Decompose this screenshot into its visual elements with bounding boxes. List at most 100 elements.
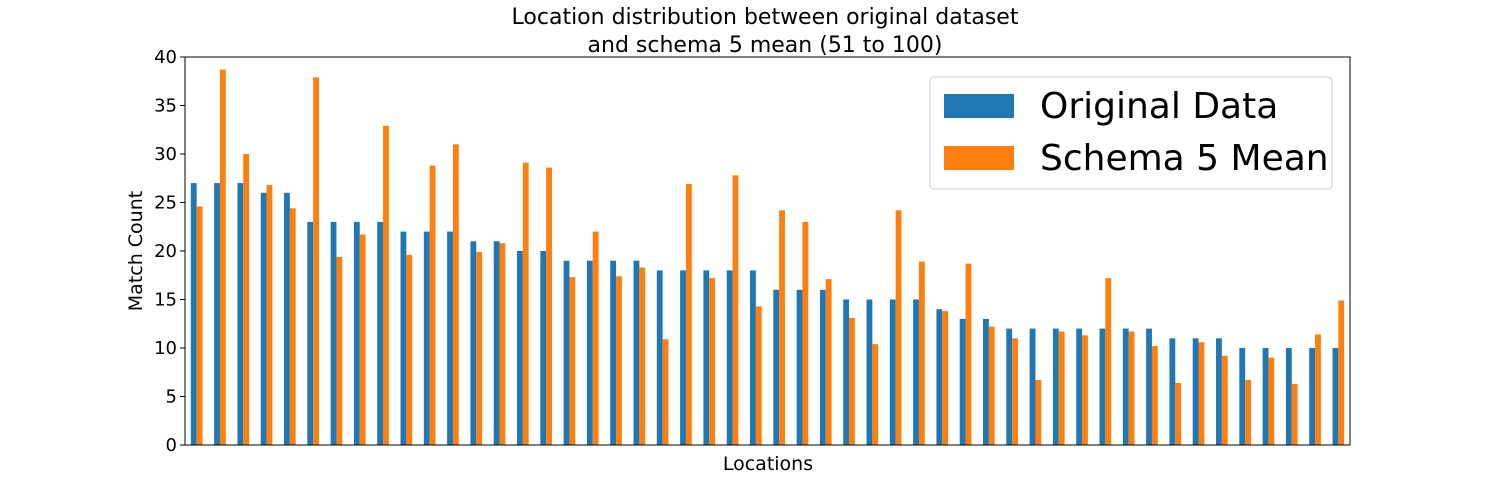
- bar-schema-42: [1151, 346, 1158, 445]
- bar-original-17: [563, 260, 570, 445]
- bar-schema-41: [1128, 331, 1135, 445]
- bar-original-15: [517, 251, 523, 445]
- bar-schema-28: [825, 279, 832, 445]
- bar-original-45: [1216, 338, 1222, 445]
- bar-original-42: [1146, 328, 1152, 445]
- bar-schema-26: [779, 210, 785, 445]
- bar-original-35: [983, 318, 989, 445]
- y-tick-label-15: 15: [154, 290, 177, 311]
- bar-schema-6: [313, 77, 319, 446]
- bar-original-26: [773, 289, 780, 445]
- bar-schema-21: [662, 339, 669, 445]
- bar-original-29: [843, 299, 850, 445]
- plot-frame: [184, 56, 1351, 446]
- bar-schema-24: [732, 175, 739, 445]
- bar-original-22: [680, 270, 686, 445]
- y-axis-ticks: 0 5 10 15 20 25 30 35 40: [154, 47, 185, 456]
- bar-schema-30: [872, 344, 879, 445]
- bar-original-12: [447, 231, 453, 445]
- bar-original-50: [1332, 348, 1339, 445]
- bar-original-9: [377, 221, 384, 445]
- bar-original-40: [1099, 328, 1106, 445]
- legend-swatch-original: [944, 94, 1014, 118]
- chart-title-line-2: and schema 5 mean (51 to 100): [588, 33, 943, 58]
- legend-swatch-schema: [944, 146, 1014, 170]
- bar-original-19: [610, 260, 617, 445]
- bar-original-48: [1285, 348, 1292, 445]
- bar-schema-35: [988, 326, 995, 445]
- bar-original-13: [470, 241, 477, 445]
- bar-schema-29: [849, 317, 855, 445]
- bar-original-3: [237, 183, 244, 445]
- legend: Original Data Schema 5 Mean: [929, 76, 1333, 190]
- bar-original-4: [260, 192, 267, 445]
- bar-original-37: [1029, 328, 1036, 445]
- bar-original-16: [540, 251, 547, 445]
- bar-schema-2: [219, 69, 226, 446]
- y-axis-label: Match Count: [125, 191, 147, 311]
- bar-original-2: [214, 183, 220, 445]
- bar-original-36: [1006, 328, 1013, 445]
- bar-original-25: [750, 270, 756, 445]
- y-tick-label-5: 5: [166, 387, 177, 408]
- bar-schema-34: [965, 263, 972, 445]
- bar-original-31: [889, 299, 896, 445]
- bar-schema-48: [1291, 383, 1298, 445]
- bar-schema-1: [196, 206, 203, 445]
- bar-original-34: [959, 318, 966, 445]
- bar-original-38: [1052, 328, 1059, 445]
- bar-schema-49: [1315, 334, 1321, 445]
- bar-original-49: [1309, 348, 1316, 445]
- bar-schema-38: [1058, 331, 1065, 445]
- legend-label-original: Original Data: [1040, 86, 1278, 127]
- bar-original-20: [633, 260, 640, 445]
- bar-schema-33: [942, 311, 949, 445]
- bar-schema-7: [336, 256, 343, 445]
- y-tick-label-25: 25: [154, 193, 177, 214]
- bar-original-18: [586, 260, 593, 445]
- bar-schema-8: [359, 234, 366, 445]
- bar-original-5: [284, 192, 290, 445]
- bar-schema-4: [266, 185, 273, 446]
- bar-original-44: [1192, 338, 1199, 445]
- bar-schema-23: [709, 278, 716, 445]
- bar-original-28: [819, 289, 826, 445]
- bar-original-39: [1076, 328, 1083, 445]
- bar-original-43: [1169, 338, 1176, 445]
- bar-schema-5: [289, 208, 296, 445]
- bar-schema-13: [476, 251, 483, 445]
- bar-schema-45: [1221, 355, 1228, 445]
- bar-schema-50: [1338, 300, 1345, 445]
- bar-original-11: [423, 231, 430, 445]
- y-tick-label-20: 20: [154, 241, 177, 262]
- bar-original-21: [656, 270, 663, 445]
- bar-original-27: [796, 289, 803, 445]
- y-tick-label-35: 35: [154, 96, 177, 117]
- bar-original-23: [703, 270, 710, 445]
- bar-schema-22: [685, 184, 692, 445]
- bar-schema-14: [499, 243, 506, 445]
- y-tick-label-30: 30: [154, 144, 177, 165]
- bar-schema-25: [755, 306, 762, 445]
- y-tick-label-10: 10: [154, 338, 177, 359]
- bar-original-30: [866, 299, 873, 445]
- bar-original-46: [1239, 348, 1246, 445]
- legend-label-schema: Schema 5 Mean: [1040, 138, 1329, 179]
- bar-original-1: [190, 183, 197, 445]
- bar-schema-32: [918, 261, 925, 445]
- legend-frame: [929, 76, 1333, 190]
- bar-original-33: [936, 309, 943, 445]
- bar-schema-3: [243, 154, 250, 445]
- bar-schema-10: [406, 254, 413, 445]
- bar-schema-31: [895, 210, 902, 445]
- bar-schema-19: [616, 276, 622, 445]
- bar-original-47: [1262, 348, 1269, 445]
- bar-schema-46: [1245, 380, 1251, 445]
- bar-schema-36: [1012, 338, 1018, 445]
- bar-schema-20: [639, 267, 646, 445]
- bar-schema-16: [546, 167, 552, 445]
- bar-schema-18: [592, 231, 599, 445]
- chart-title-line-1: Location distribution between original d…: [512, 5, 1019, 30]
- x-axis-label: Locations: [723, 453, 813, 475]
